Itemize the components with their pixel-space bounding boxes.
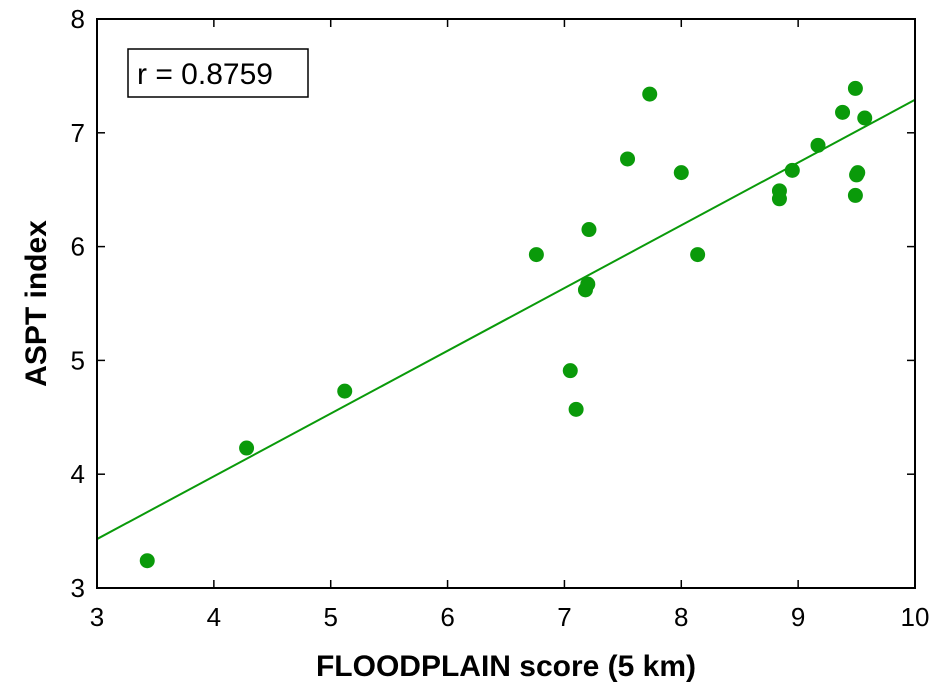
- data-point: [847, 80, 863, 96]
- annotation-text: r = 0.8759: [137, 58, 273, 91]
- x-axis-title: FLOODPLAIN score (5 km): [316, 650, 696, 683]
- data-point: [562, 363, 578, 379]
- data-point: [690, 247, 706, 263]
- x-tick-label: 7: [557, 602, 571, 632]
- data-point: [139, 553, 155, 569]
- y-tick-label: 8: [71, 4, 85, 34]
- x-tick-label: 10: [901, 602, 930, 632]
- data-point: [771, 191, 787, 207]
- y-tick-label: 6: [71, 232, 85, 262]
- data-point: [673, 165, 689, 181]
- annotation: r = 0.8759: [127, 48, 309, 98]
- data-point: [847, 187, 863, 203]
- y-axis-title: ASPT index: [20, 220, 53, 387]
- data-point: [337, 383, 353, 399]
- data-point: [810, 137, 826, 153]
- y-tick-label: 4: [71, 459, 85, 489]
- x-tick-label: 6: [440, 602, 454, 632]
- fit-line-layer: [96, 98, 916, 540]
- data-point: [581, 222, 597, 238]
- plot-frame: [96, 18, 916, 589]
- data-point: [857, 110, 873, 126]
- regression-line: [96, 98, 916, 540]
- x-tick-label: 9: [791, 602, 805, 632]
- ticks-layer: 3 4 5 6 7 8 9 10 3 4 5 6 7 8: [71, 4, 930, 632]
- x-tick-label: 3: [90, 602, 104, 632]
- data-point: [850, 165, 866, 181]
- x-tick-label: 8: [674, 602, 688, 632]
- data-point: [784, 162, 800, 178]
- data-point: [642, 86, 658, 102]
- y-tick-label: 7: [71, 118, 85, 148]
- y-tick-label: 3: [71, 573, 85, 603]
- data-point: [620, 151, 636, 167]
- x-tick-label: 4: [207, 602, 221, 632]
- x-tick-label: 5: [323, 602, 337, 632]
- data-point: [528, 247, 544, 263]
- data-point: [568, 401, 584, 417]
- data-point: [835, 104, 851, 120]
- points-layer: [139, 80, 873, 569]
- data-point: [580, 276, 596, 292]
- data-point: [239, 440, 255, 456]
- y-tick-label: 5: [71, 345, 85, 375]
- annotation-box: [127, 48, 309, 98]
